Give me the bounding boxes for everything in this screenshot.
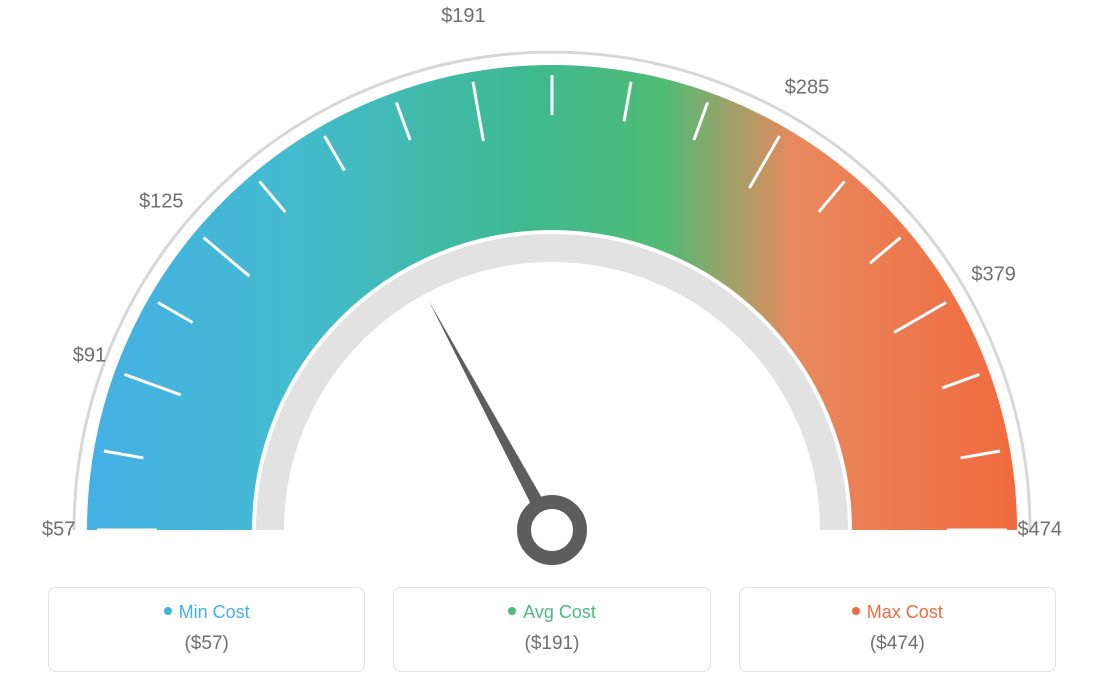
gauge-tick-label: $57 <box>42 519 75 542</box>
min-cost-card: Min Cost ($57) <box>48 587 365 672</box>
gauge-chart-container: $57 $91 $125 $191 $285 $379 $474 Min Cost ($57… <box>0 0 1104 690</box>
gauge-svg <box>0 0 1104 570</box>
gauge-tick-label: $379 <box>971 264 1016 287</box>
summary-cards: Min Cost ($57) Avg Cost ($191) Max Cost … <box>48 587 1056 672</box>
gauge-area: $57 $91 $125 $191 $285 $379 $474 <box>0 0 1104 570</box>
avg-cost-dot <box>508 607 516 615</box>
avg-cost-label: Avg Cost <box>523 602 596 622</box>
gauge-tick-label: $125 <box>139 191 184 214</box>
max-cost-value: ($474) <box>750 633 1045 655</box>
max-cost-dot <box>852 607 860 615</box>
min-cost-dot <box>164 607 172 615</box>
max-cost-label: Max Cost <box>867 602 943 622</box>
avg-cost-card: Avg Cost ($191) <box>393 587 710 672</box>
avg-cost-title: Avg Cost <box>404 602 699 623</box>
max-cost-card: Max Cost ($474) <box>739 587 1056 672</box>
gauge-tick-label: $191 <box>441 5 486 28</box>
min-cost-label: Min Cost <box>179 602 250 622</box>
avg-cost-value: ($191) <box>404 633 699 655</box>
max-cost-title: Max Cost <box>750 602 1045 623</box>
min-cost-title: Min Cost <box>59 602 354 623</box>
gauge-tick-label: $285 <box>785 77 830 100</box>
min-cost-value: ($57) <box>59 633 354 655</box>
gauge-tick-label: $474 <box>1018 519 1063 542</box>
gauge-tick-label: $91 <box>73 344 106 367</box>
